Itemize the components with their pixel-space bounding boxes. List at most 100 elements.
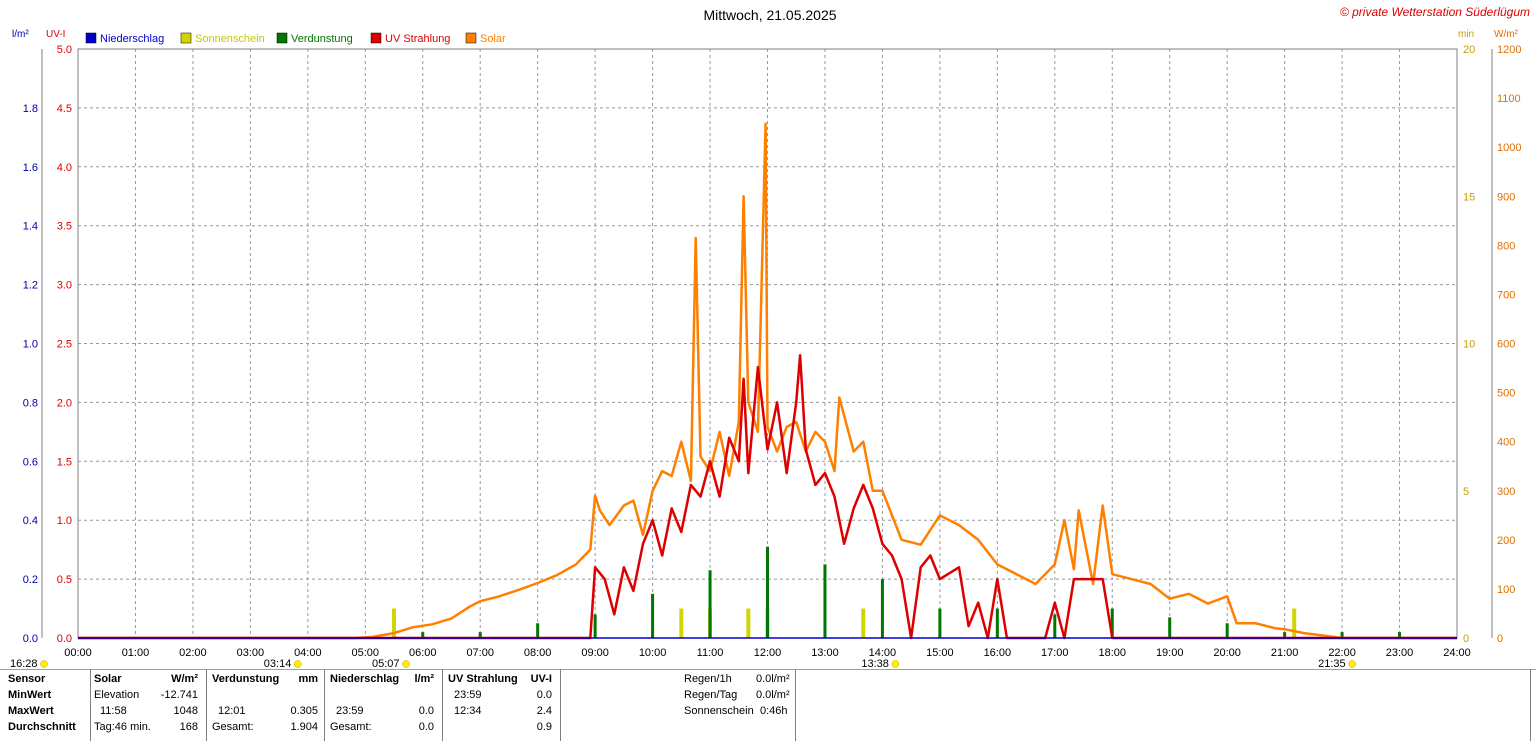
solar-tick-label: 900 xyxy=(1497,191,1515,203)
x-tick-label: 02:00 xyxy=(179,647,207,659)
rain-tick-label: 0.0 xyxy=(23,633,38,645)
solar-tick-label: 800 xyxy=(1497,240,1515,252)
uv-max-value: 2.4 xyxy=(536,705,552,717)
uv-tick-label: 4.5 xyxy=(57,103,72,115)
sun-time-label: 03:14 xyxy=(264,658,292,669)
rain-tick-label: 1.6 xyxy=(23,162,38,174)
niederschlag-header: Niederschlag xyxy=(330,673,400,685)
x-tick-label: 12:00 xyxy=(754,647,782,659)
bar-verdunstung xyxy=(478,632,482,638)
bar-verdunstung xyxy=(995,608,999,638)
chart-ticks: 00:00 01:00 02:00 03:00 04:00 05:00 06:00 07:00… xyxy=(23,44,1522,659)
x-tick-label: 08:00 xyxy=(524,647,552,659)
legend-swatch xyxy=(370,32,382,44)
solar-avg-value: 168 xyxy=(179,721,198,733)
solar-min-label: Elevation xyxy=(94,689,140,701)
verdunstung-max-value: 0.305 xyxy=(290,705,318,717)
uv-tick-label: 4.0 xyxy=(57,162,72,174)
summary-regen1h-label: Regen/1h xyxy=(684,673,732,685)
solar-min-value: -12.741 xyxy=(160,689,198,701)
rain-tick-label: 1.8 xyxy=(23,103,38,115)
niederschlag-max-value: 0.0 xyxy=(418,705,434,717)
solar-tick-label: 1000 xyxy=(1497,142,1521,154)
solar-header: Solar xyxy=(94,673,122,685)
legend-label: Niederschlag xyxy=(100,33,164,45)
bar-sonnenschein xyxy=(392,608,397,638)
sun-time-label: 13:38 xyxy=(861,658,889,669)
row-label: MinWert xyxy=(8,689,52,701)
uv-unit: UV-I xyxy=(530,673,552,685)
uv-tick-label: 1.0 xyxy=(57,515,72,527)
solar-tick-label: 600 xyxy=(1497,339,1515,351)
axis-unit-solar: W/m² xyxy=(1494,29,1519,40)
sun-icon xyxy=(294,660,302,668)
sun-time-label: 05:07 xyxy=(372,658,400,669)
solar-max-value: 1048 xyxy=(173,705,198,717)
sun-icon xyxy=(891,660,900,668)
uv-avg-value: 0.9 xyxy=(536,721,552,733)
series-solar xyxy=(78,122,1457,640)
table-separator xyxy=(90,669,91,741)
x-tick-label: 05:00 xyxy=(352,647,380,659)
summary-regentag-label: Regen/Tag xyxy=(684,689,738,701)
bar-verdunstung xyxy=(536,623,540,638)
rain-tick-label: 0.2 xyxy=(23,574,38,586)
weather-chart: 00:00 01:00 02:00 03:00 04:00 05:00 06:00 07:00… xyxy=(10,5,1530,669)
bar-verdunstung xyxy=(1053,614,1057,638)
chart-marks xyxy=(77,122,1458,640)
summary-sonne-value: 0:46h xyxy=(760,705,788,717)
copyright-label: © private Wetterstation Süderlügum xyxy=(1340,5,1530,19)
x-tick-label: 24:00 xyxy=(1443,647,1471,659)
solar-tick-label: 400 xyxy=(1497,437,1515,449)
rain-tick-label: 1.4 xyxy=(23,221,38,233)
table-separator xyxy=(206,669,207,741)
verdunstung-sum-label: Gesamt: xyxy=(212,721,254,733)
bar-verdunstung xyxy=(766,546,769,638)
solar-unit: W/m² xyxy=(171,673,198,685)
rain-tick-label: 1.0 xyxy=(23,339,38,351)
solar-tick-label: 1100 xyxy=(1497,93,1521,105)
table-separator xyxy=(1530,669,1531,741)
x-tick-label: 13:00 xyxy=(811,647,839,659)
summary-regen1h-value: 0.0l/m² xyxy=(756,673,790,685)
axis-unit-uv: UV-I xyxy=(46,29,65,40)
x-tick-label: 15:00 xyxy=(926,647,954,659)
sunshine-tick-label: 10 xyxy=(1463,339,1475,351)
chart-legend: Niederschlag Sonnenschein Verdunstung UV St… xyxy=(85,32,506,45)
legend-swatch xyxy=(465,32,477,44)
x-tick-label: 00:00 xyxy=(64,647,92,659)
x-tick-label: 01:00 xyxy=(122,647,150,659)
bar-verdunstung xyxy=(823,564,827,638)
solar-tick-label: 700 xyxy=(1497,289,1515,301)
sunshine-tick-label: 0 xyxy=(1463,633,1469,645)
verdunstung-max-time: 12:01 xyxy=(218,705,246,717)
uv-tick-label: 3.0 xyxy=(57,280,72,292)
verdunstung-unit: mm xyxy=(298,673,318,685)
x-tick-label: 17:00 xyxy=(1041,647,1069,659)
x-tick-label: 22:00 xyxy=(1328,647,1356,659)
legend-label: Sonnenschein xyxy=(195,33,265,45)
bar-verdunstung xyxy=(1225,623,1229,638)
legend-label: Verdunstung xyxy=(291,33,353,45)
legend-swatch xyxy=(276,32,288,44)
x-tick-label: 07:00 xyxy=(466,647,494,659)
bar-verdunstung xyxy=(1398,632,1402,638)
x-tick-label: 19:00 xyxy=(1156,647,1184,659)
verdunstung-sum-value: 1.904 xyxy=(290,721,318,733)
rain-tick-label: 1.2 xyxy=(23,280,38,292)
legend-swatch xyxy=(85,32,97,44)
bar-verdunstung xyxy=(1283,632,1287,638)
uv-min-value: 0.0 xyxy=(536,689,552,701)
verdunstung-header: Verdunstung xyxy=(212,673,280,685)
sun-icon xyxy=(40,660,48,668)
x-tick-label: 20:00 xyxy=(1213,647,1241,659)
bar-verdunstung xyxy=(880,579,884,638)
summary-regentag-value: 0.0l/m² xyxy=(756,689,790,701)
sunshine-tick-label: 5 xyxy=(1463,486,1469,498)
uv-max-time: 12:34 xyxy=(454,705,482,717)
bar-sonnenschein xyxy=(1292,608,1297,638)
sun-icon xyxy=(1348,660,1356,668)
bar-verdunstung xyxy=(708,570,712,638)
rain-tick-label: 0.6 xyxy=(23,456,38,468)
legend-label: UV Strahlung xyxy=(385,33,450,45)
